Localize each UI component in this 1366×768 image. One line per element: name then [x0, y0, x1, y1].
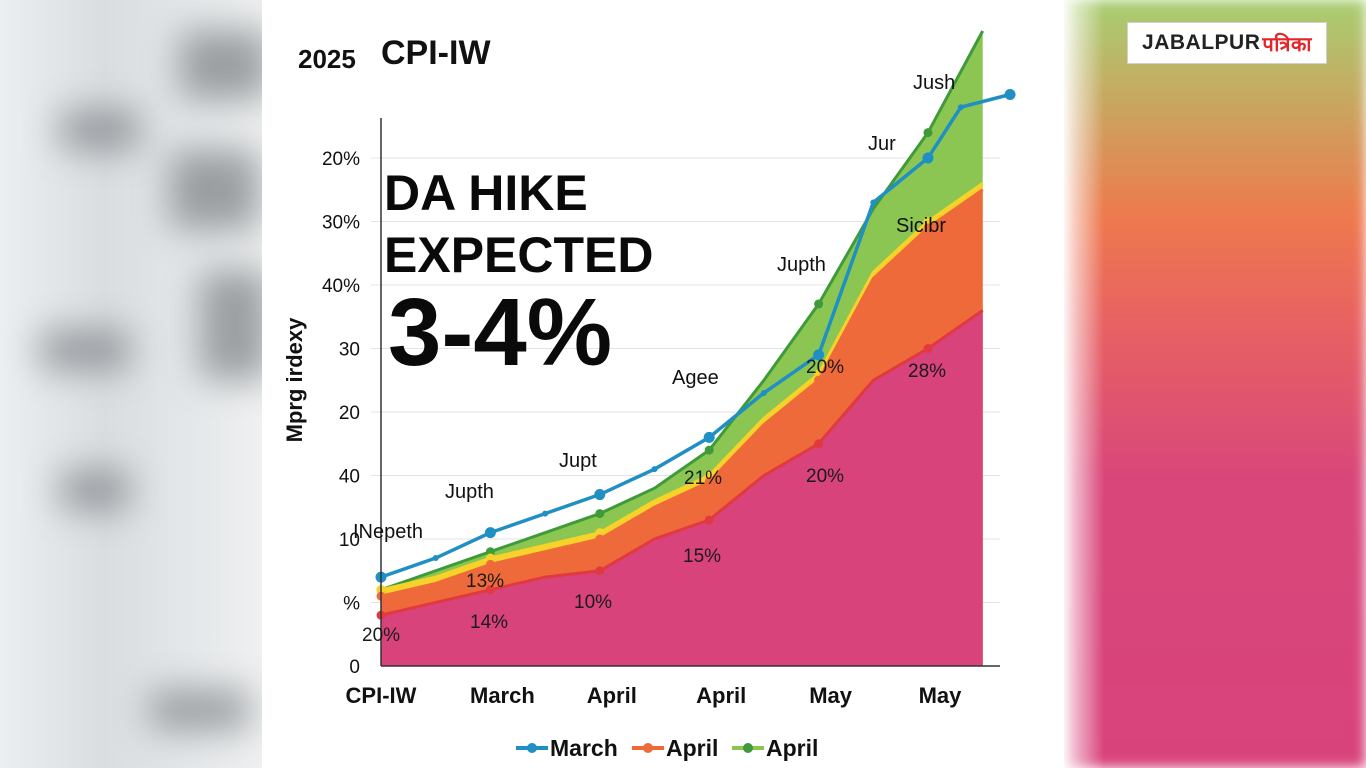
legend-label: April [766, 735, 818, 761]
chart-title-year: 2025 [298, 44, 356, 74]
y-axis-label: Mprg irdexy [282, 317, 307, 442]
data-point [485, 585, 495, 595]
legend-item-march: March [516, 735, 618, 761]
data-point [704, 515, 714, 525]
headline-line-2: EXPECTED [384, 227, 654, 283]
legend-item-april-green: April [732, 735, 818, 761]
data-label: 13% [466, 571, 504, 592]
x-tick-label: March [470, 683, 535, 708]
annotations: INepeth Jupth Jupt Agee Jupth Jur Jush S… [353, 72, 955, 543]
legend-label: March [550, 735, 618, 761]
annotation-label: Jupt [559, 450, 597, 472]
march-point [542, 510, 549, 517]
annotation-label: Agee [672, 367, 719, 389]
annotation-label: Sicibr [896, 215, 946, 237]
annotation-label: Jupth [777, 254, 826, 276]
blurred-background-right [1064, 0, 1366, 768]
legend-marker [743, 743, 753, 753]
background-fade [1064, 0, 1104, 768]
data-label: 21% [684, 468, 722, 489]
march-point [760, 389, 767, 396]
march-point [1004, 89, 1016, 100]
data-point [814, 299, 824, 309]
x-tick-label: May [809, 683, 853, 708]
data-point [923, 128, 933, 138]
march-point [651, 466, 658, 473]
march-point [703, 431, 715, 443]
march-point [813, 349, 825, 361]
x-tick-label: April [587, 683, 637, 708]
y-tick-label: % [343, 594, 360, 615]
y-tick-label: 0 [349, 657, 360, 678]
x-tick-labels: CPI-IW March April April May May [346, 683, 963, 708]
area-series [381, 31, 983, 666]
y-tick-labels: 0% 10 40 20 30 40% 30% 20% [322, 149, 360, 678]
area-series-0 [381, 310, 983, 666]
legend-marker [527, 743, 537, 753]
data-point [814, 439, 824, 449]
logo-hindi-text: पत्रिका [1262, 31, 1312, 56]
march-point [484, 527, 496, 539]
y-tick-label: 20 [339, 403, 360, 424]
series-outline-2 [380, 182, 984, 592]
legend: March April April [516, 735, 818, 761]
y-tick-label: 10 [339, 530, 360, 551]
data-point [704, 445, 714, 455]
blurred-background-left [0, 0, 262, 768]
data-point [485, 547, 495, 557]
x-tick-label: May [919, 683, 963, 708]
headline-line-1: DA HIKE [384, 165, 588, 221]
y-tick-label: 20% [322, 149, 360, 170]
march-point [957, 104, 964, 111]
chart-title: CPI-IW [381, 34, 491, 72]
data-point [595, 566, 605, 576]
data-point [595, 528, 605, 538]
data-label: 20% [806, 466, 844, 487]
legend-marker [643, 743, 653, 753]
legend-item-april-orange: April [632, 735, 718, 761]
march-point [432, 555, 439, 562]
annotation-label: Jur [868, 133, 896, 155]
x-tick-label: CPI-IW [346, 683, 417, 708]
data-label: 20% [806, 357, 844, 378]
data-point [485, 559, 495, 569]
y-tick-label: 30% [322, 213, 360, 234]
y-tick-label: 40% [322, 276, 360, 297]
data-point [595, 534, 605, 544]
data-point [923, 344, 933, 353]
data-label: 20% [362, 625, 400, 646]
line-series [375, 30, 1016, 620]
publisher-logo: JABALPUR पत्रिका [1127, 22, 1327, 64]
data-point [923, 223, 933, 233]
annotation-label: INepeth [353, 521, 423, 543]
legend-label: April [666, 735, 718, 761]
data-label: 14% [470, 612, 508, 633]
data-point [595, 509, 605, 519]
data-label: 28% [908, 361, 946, 382]
x-tick-label: April [696, 683, 746, 708]
headline-percent: 3-4% [388, 279, 612, 386]
logo-text: JABALPUR [1142, 31, 1261, 54]
data-point [704, 477, 714, 487]
data-point [485, 553, 495, 563]
march-point [594, 489, 606, 501]
axes [380, 118, 1000, 667]
y-tick-label: 30 [339, 340, 360, 361]
series-outline-0 [380, 309, 984, 617]
annotation-label: Jupth [445, 481, 494, 503]
march-point [922, 152, 934, 164]
data-point [814, 375, 824, 385]
series-outline-1 [380, 188, 984, 598]
headline: DA HIKE EXPECTED 3-4% [384, 165, 654, 386]
data-labels: 20% 14% 13% 10% 15% 21% 20% 20% 28% [362, 357, 946, 646]
data-label: 10% [574, 592, 612, 613]
data-label: 15% [683, 546, 721, 567]
annotation-label: Jush [913, 72, 955, 94]
y-tick-label: 40 [339, 467, 360, 488]
march-point [870, 199, 877, 206]
data-point [923, 217, 933, 226]
